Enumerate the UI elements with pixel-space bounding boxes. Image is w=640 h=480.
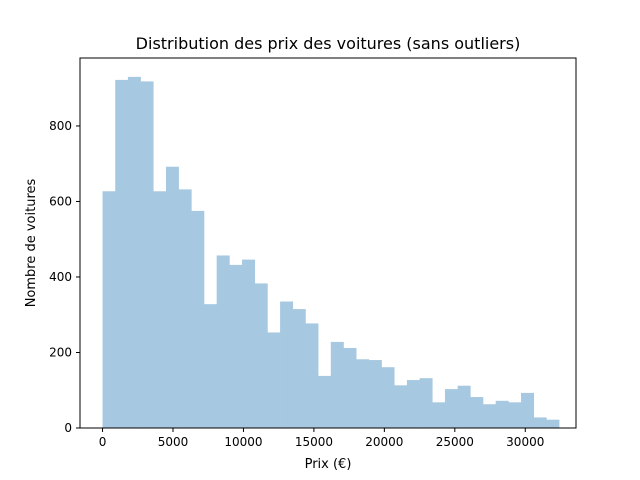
histogram-bar [432, 402, 446, 428]
histogram-bar [330, 341, 344, 428]
y-tick-label: 800 [49, 119, 72, 133]
histogram-bar [444, 389, 458, 428]
x-tick-label: 20000 [365, 435, 403, 449]
y-tick-label: 0 [64, 421, 72, 435]
bars-group [102, 76, 560, 429]
plot-frame [79, 57, 577, 429]
histogram-bar [254, 283, 268, 428]
x-tick-label: 0 [99, 435, 107, 449]
x-tick-label: 15000 [295, 435, 333, 449]
histogram-bar [204, 304, 217, 428]
chart-title: Distribution des prix des voitures (sans… [136, 34, 521, 53]
histogram-bar [102, 191, 116, 428]
histogram-bar [368, 360, 382, 428]
x-tick-label: 5000 [158, 435, 189, 449]
histogram-bar [343, 347, 357, 428]
y-tick-label: 200 [49, 345, 72, 359]
y-axis-ticks: 0 200 400 600 800 [49, 119, 80, 435]
x-axis-ticks: 0 5000 10000 15000 20000 25000 30000 [99, 428, 544, 449]
histogram-bar [267, 332, 281, 428]
histogram-bar [406, 380, 420, 428]
histogram-bar [495, 400, 509, 428]
histogram-bar [140, 81, 154, 428]
histogram-bar [419, 378, 433, 428]
x-tick-label: 10000 [224, 435, 262, 449]
histogram-bar [216, 255, 230, 428]
histogram-bar [280, 301, 294, 428]
histogram-bar [394, 385, 408, 428]
y-axis-label: Nombre de voitures [24, 178, 39, 307]
x-tick-label: 30000 [506, 435, 544, 449]
x-axis-label: Prix (€) [305, 457, 352, 472]
histogram-bar [318, 375, 332, 428]
histogram-bar [546, 419, 560, 428]
y-tick-label: 400 [49, 270, 72, 284]
histogram-bar [191, 210, 205, 428]
histogram-bar [381, 367, 395, 428]
x-tick-label: 25000 [436, 435, 474, 449]
histogram-bar [521, 392, 535, 428]
histogram-bar [127, 76, 141, 428]
histogram-bar [508, 402, 522, 428]
histogram-bar [483, 404, 496, 428]
histogram-bar [242, 259, 256, 428]
histogram-bar [305, 323, 319, 428]
y-tick-label: 600 [49, 194, 72, 208]
histogram-bar [292, 309, 306, 428]
histogram-bar [178, 189, 192, 428]
histogram-bar [165, 166, 179, 429]
histogram-bar [153, 191, 167, 428]
histogram-bar [457, 385, 471, 428]
histogram-bar [229, 264, 243, 428]
histogram-bar [115, 79, 129, 429]
histogram-bar [356, 359, 370, 428]
histogram-bar [533, 417, 547, 428]
histogram-bar [470, 397, 484, 428]
